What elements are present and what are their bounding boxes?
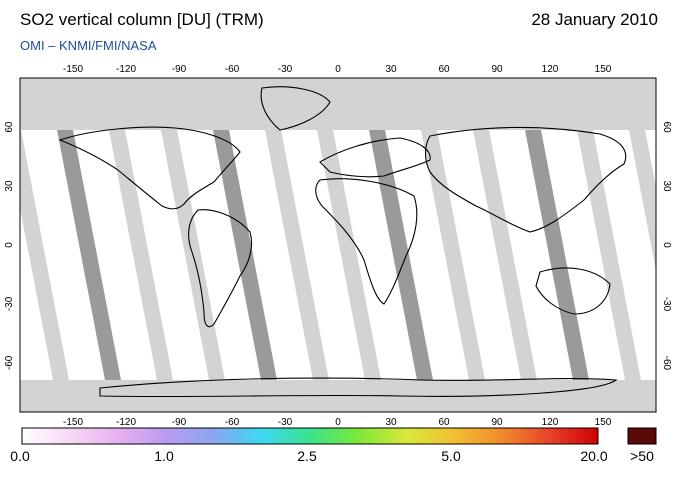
lat-tick-label: 0 bbox=[4, 242, 15, 248]
lon-ticks-top: -150 -120 -90 -60 -30 0 30 60 90 120 150 bbox=[63, 64, 612, 75]
colorbar-label-0: 0.0 bbox=[10, 448, 30, 464]
colorbar-overflow-box bbox=[627, 427, 657, 445]
antarctica-coast bbox=[99, 377, 618, 398]
lon-tick-label: -90 bbox=[172, 417, 187, 428]
lat-tick-label: 0 bbox=[661, 242, 672, 248]
lon-tick-label: 120 bbox=[542, 417, 559, 428]
swath-gaps bbox=[0, 130, 656, 380]
lat-tick-label: -60 bbox=[661, 356, 672, 371]
swath-gap bbox=[265, 130, 329, 380]
lat-tick-label: -60 bbox=[4, 355, 15, 370]
lat-tick-label: -30 bbox=[661, 297, 672, 312]
lon-tick-label: 0 bbox=[335, 417, 341, 428]
north-america-coast bbox=[58, 126, 241, 210]
swath-gap bbox=[317, 130, 381, 380]
colorbar-label-1: 1.0 bbox=[154, 448, 174, 464]
lat-tick-label: 30 bbox=[4, 180, 15, 192]
swath-gap bbox=[525, 130, 589, 380]
map-frame bbox=[19, 77, 657, 413]
africa-coast bbox=[315, 178, 418, 305]
colorbar bbox=[21, 427, 599, 445]
lon-tick-label: 90 bbox=[491, 417, 503, 428]
lon-tick-label: -120 bbox=[116, 417, 136, 428]
lon-tick-label: 90 bbox=[491, 64, 503, 75]
colorbar-label-2: 2.5 bbox=[297, 448, 317, 464]
swath-gap bbox=[109, 130, 173, 380]
greenland-coast bbox=[260, 86, 331, 131]
australia-coast bbox=[535, 267, 611, 315]
lon-tick-label: -120 bbox=[116, 64, 136, 75]
swath-gap bbox=[0, 130, 17, 380]
lat-tick-label: -30 bbox=[4, 296, 15, 311]
lon-tick-label: 150 bbox=[595, 417, 612, 428]
lon-tick-label: -60 bbox=[225, 417, 240, 428]
coastlines bbox=[58, 86, 627, 398]
lon-tick-label: -150 bbox=[63, 64, 83, 75]
colorbar-label-3: 5.0 bbox=[441, 448, 461, 464]
asia-coast bbox=[424, 126, 627, 233]
date-label: 28 January 2010 bbox=[531, 10, 658, 29]
lon-tick-label: 30 bbox=[385, 417, 397, 428]
lat-tick-label: 60 bbox=[4, 121, 15, 133]
lat-tick-label: 30 bbox=[661, 180, 672, 192]
colorbar-label-4: 20.0 bbox=[580, 448, 608, 464]
chart-title: SO2 vertical column [DU] (TRM) bbox=[20, 10, 264, 29]
credit-label: OMI – KNMI/FMI/NASA bbox=[20, 38, 157, 53]
swath-gap bbox=[213, 130, 277, 380]
lon-tick-label: -30 bbox=[278, 64, 293, 75]
lon-tick-label: 60 bbox=[438, 64, 450, 75]
swath-gap bbox=[369, 130, 433, 380]
swath-gap bbox=[20, 130, 69, 380]
colorbar-overflow-label: >50 bbox=[630, 448, 654, 464]
lon-tick-label: -90 bbox=[172, 64, 187, 75]
swath-gap bbox=[629, 130, 656, 271]
south-america-coast bbox=[188, 209, 253, 328]
lon-tick-label: 150 bbox=[595, 64, 612, 75]
lon-tick-label: 0 bbox=[335, 64, 341, 75]
swath-gap bbox=[473, 130, 537, 380]
lat-tick-label: 60 bbox=[661, 122, 672, 134]
lon-tick-label: -150 bbox=[63, 417, 83, 428]
europe-coast bbox=[319, 137, 431, 178]
lon-tick-label: 30 bbox=[385, 64, 397, 75]
map-panel bbox=[0, 78, 656, 412]
lon-tick-label: -60 bbox=[225, 64, 240, 75]
lon-ticks-bottom: -150 -120 -90 -60 -30 0 30 60 90 120 150 bbox=[63, 417, 612, 428]
lon-tick-label: 60 bbox=[438, 417, 450, 428]
lat-ticks-right: 60 30 0 -30 -60 bbox=[661, 122, 672, 371]
lon-tick-label: 120 bbox=[542, 64, 559, 75]
swath-gap bbox=[57, 130, 121, 380]
north-no-data bbox=[20, 78, 656, 130]
swath-gap bbox=[421, 130, 485, 380]
lon-tick-label: -30 bbox=[278, 417, 293, 428]
lat-ticks-left: 60 30 0 -30 -60 bbox=[4, 121, 15, 370]
swath-gap bbox=[577, 130, 641, 380]
